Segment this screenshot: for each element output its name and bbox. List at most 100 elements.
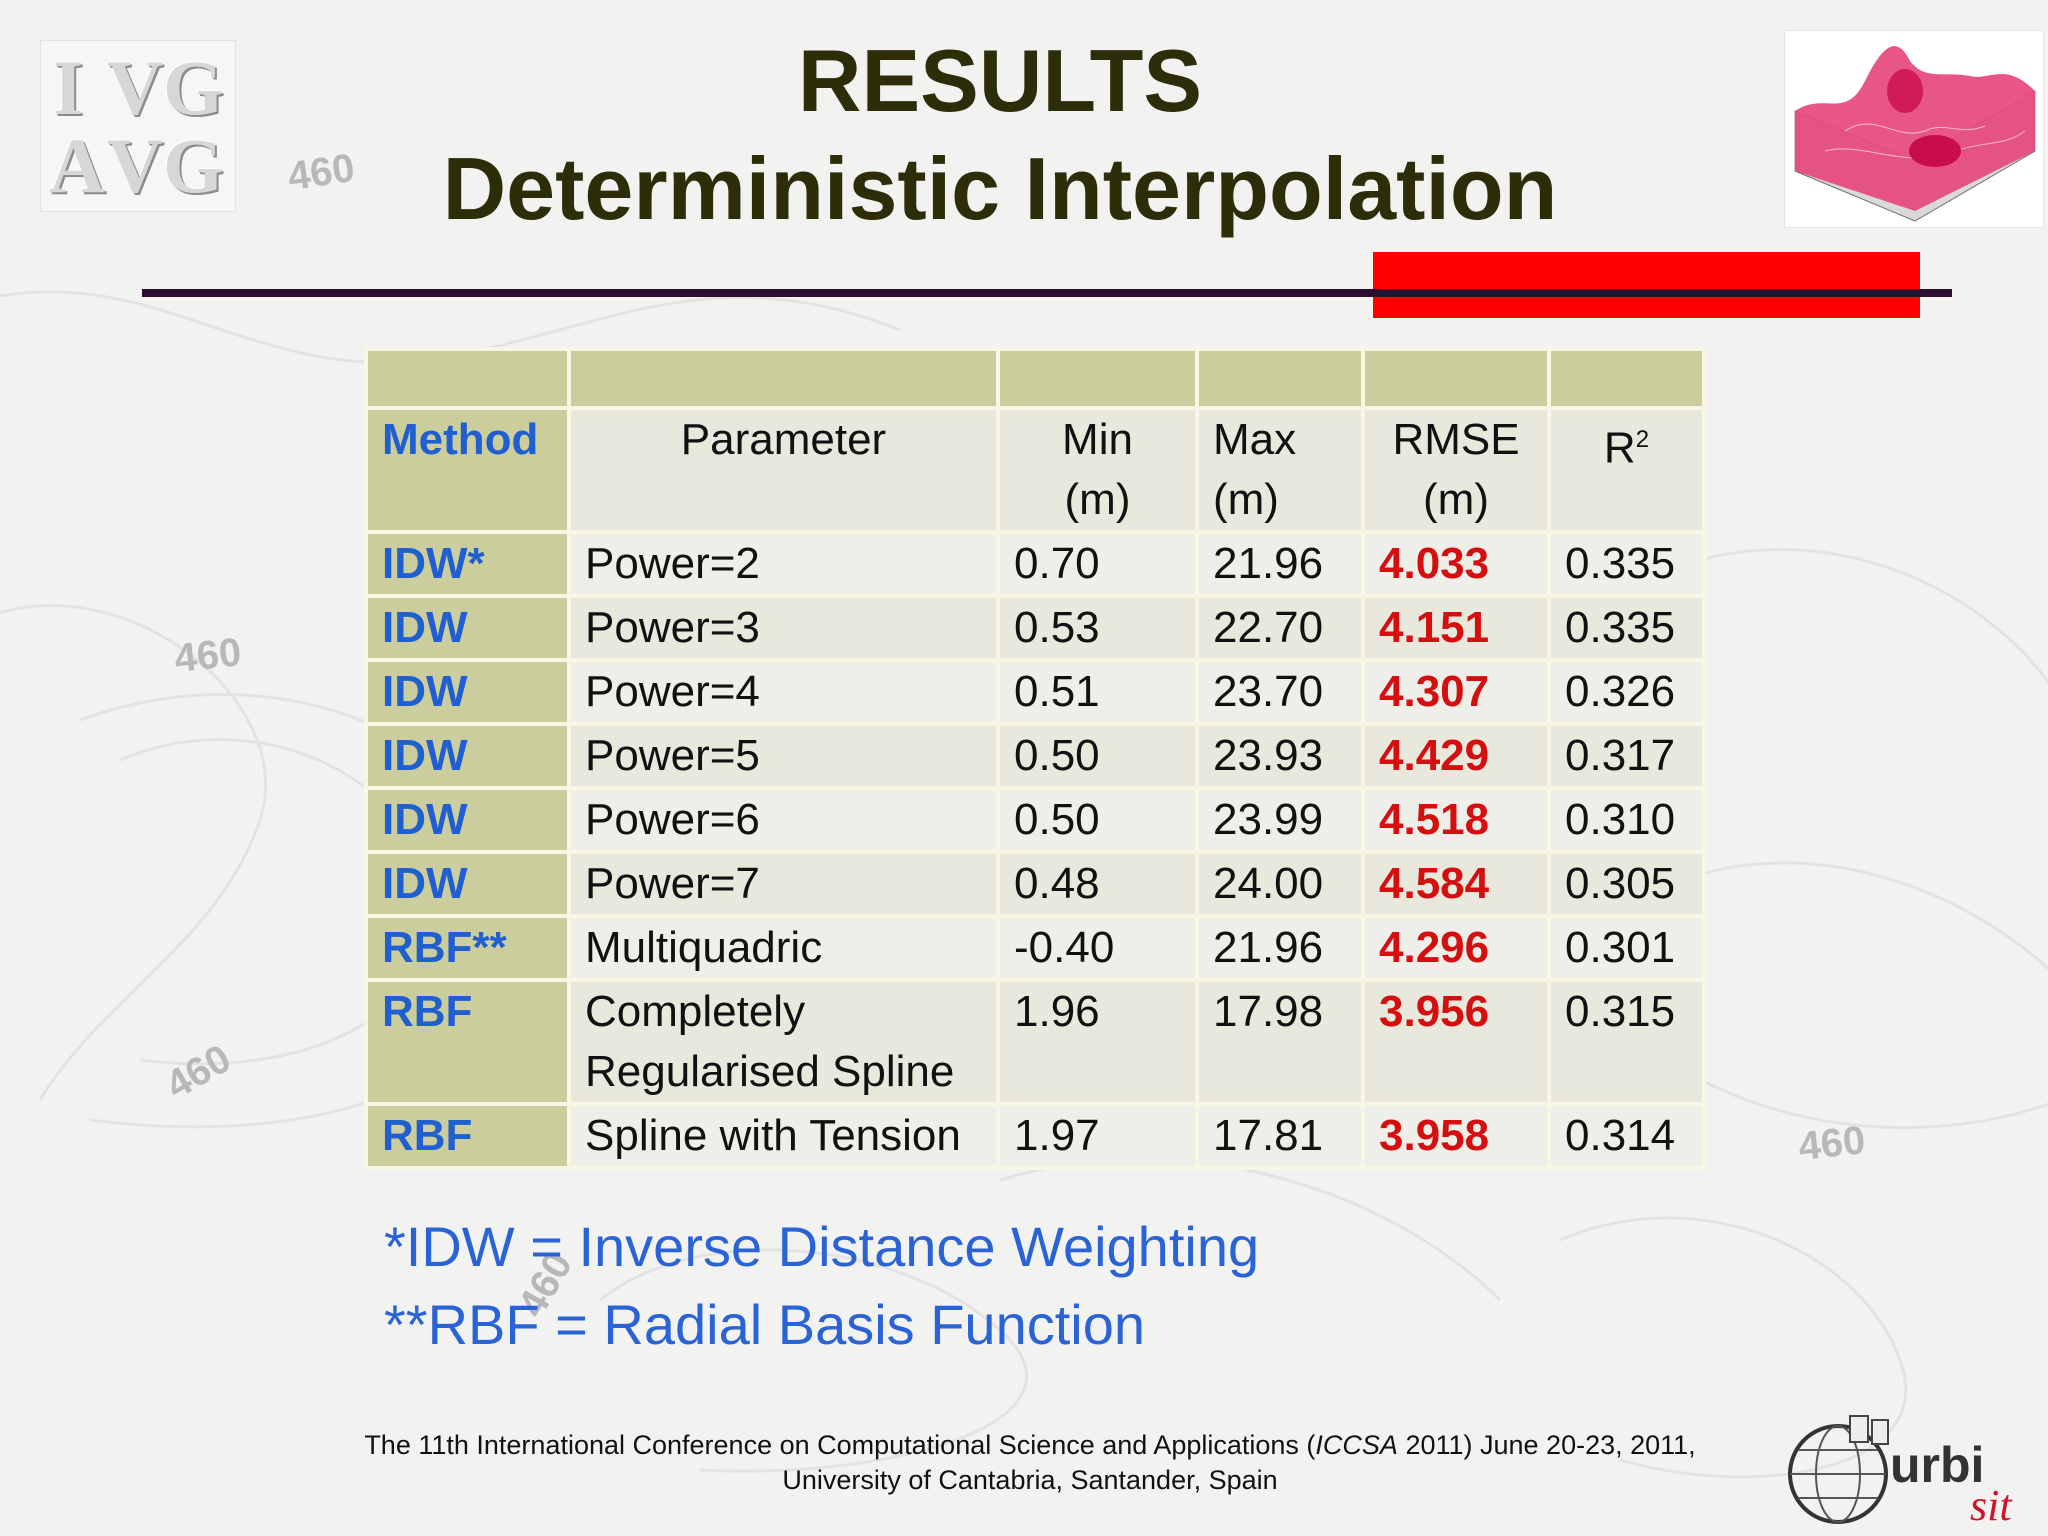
- cell-method: RBF**: [364, 914, 571, 982]
- 3d-surface-plot-icon: [1784, 30, 2044, 228]
- header-max-label: Max: [1213, 415, 1297, 464]
- cell-method: IDW: [364, 658, 571, 726]
- table-row: IDW Power=4 0.51 23.70 4.307 0.326: [364, 658, 1706, 726]
- cell-min: 0.50: [996, 722, 1199, 790]
- cell-r2: 0.326: [1547, 658, 1706, 726]
- cell-method: IDW: [364, 594, 571, 662]
- cell-r2: 0.335: [1547, 594, 1706, 662]
- svg-text:urbi: urbi: [1890, 1437, 1984, 1493]
- cell-min: 0.70: [996, 530, 1199, 598]
- header-min-label: Min: [1062, 415, 1133, 464]
- cell-r2: 0.317: [1547, 722, 1706, 790]
- header-max: Max (m): [1195, 406, 1365, 534]
- cell-min: 0.53: [996, 594, 1199, 662]
- header-r2-base: R: [1603, 423, 1636, 473]
- cell-rmse: 4.518: [1361, 786, 1551, 854]
- table-header-row: Method Parameter Min (m) Max (m) RMSE (m…: [364, 406, 1706, 534]
- cell-max: 23.99: [1195, 786, 1365, 854]
- cell-r2: 0.335: [1547, 530, 1706, 598]
- header-parameter: Parameter: [567, 406, 1000, 534]
- cell-parameter-line: Regularised Spline: [585, 1047, 955, 1096]
- cell-r2: 0.315: [1547, 978, 1706, 1106]
- table-blank-header-row: [364, 347, 1706, 410]
- globe-icon: urbi sit: [1788, 1415, 2013, 1530]
- header-min: Min (m): [996, 406, 1199, 534]
- logo-letter: G: [163, 44, 224, 131]
- footer-line-1: The 11th International Conference on Com…: [300, 1428, 1760, 1463]
- cell-method: IDW: [364, 850, 571, 918]
- table-row: RBF** Multiquadric -0.40 21.96 4.296 0.3…: [364, 914, 1706, 982]
- cell-max: 23.70: [1195, 658, 1365, 726]
- cell-parameter: Power=4: [567, 658, 1000, 726]
- cell-min: 0.50: [996, 786, 1199, 854]
- header-rmse-label: RMSE: [1392, 415, 1520, 464]
- ivag-logo: I V G A V G: [40, 40, 236, 212]
- cell-rmse: 4.307: [1361, 658, 1551, 726]
- note-rbf: **RBF = Radial Basis Function: [384, 1293, 1146, 1356]
- cell-max: 22.70: [1195, 594, 1365, 662]
- cell-rmse: 4.151: [1361, 594, 1551, 662]
- cell-min: 1.96: [996, 978, 1199, 1106]
- cell-parameter: Spline with Tension: [567, 1102, 1000, 1170]
- table-row: IDW Power=6 0.50 23.99 4.518 0.310: [364, 786, 1706, 854]
- cell-min: 0.48: [996, 850, 1199, 918]
- logo-letter: V: [107, 122, 164, 209]
- cell-method: RBF: [364, 978, 571, 1106]
- logo-letter: V: [107, 44, 164, 131]
- cell-min: 1.97: [996, 1102, 1199, 1170]
- header-rmse-unit: (m): [1423, 475, 1489, 524]
- table-row: IDW* Power=2 0.70 21.96 4.033 0.335: [364, 530, 1706, 598]
- cell-parameter: Multiquadric: [567, 914, 1000, 982]
- table-row: RBF Spline with Tension 1.97 17.81 3.958…: [364, 1102, 1706, 1170]
- header-r2: R2: [1547, 406, 1706, 534]
- cell-min: 0.51: [996, 658, 1199, 726]
- cell-r2: 0.305: [1547, 850, 1706, 918]
- table-row: RBF Completely Regularised Spline 1.96 1…: [364, 978, 1706, 1106]
- contour-label: 460: [159, 1036, 239, 1107]
- contour-label: 460: [285, 146, 357, 199]
- cell-max: 24.00: [1195, 850, 1365, 918]
- table-row: IDW Power=7 0.48 24.00 4.584 0.305: [364, 850, 1706, 918]
- cell-method: RBF: [364, 1102, 571, 1170]
- cell-parameter: Power=5: [567, 722, 1000, 790]
- header-r2-sup: 2: [1635, 426, 1650, 453]
- cell-max: 23.93: [1195, 722, 1365, 790]
- header-min-unit: (m): [1064, 475, 1131, 524]
- header-rmse: RMSE (m): [1361, 406, 1551, 534]
- table-row: IDW Power=5 0.50 23.93 4.429 0.317: [364, 722, 1706, 790]
- footer-line-2: University of Cantabria, Santander, Spai…: [782, 1465, 1278, 1495]
- cell-max: 17.98: [1195, 978, 1365, 1106]
- results-table: Method Parameter Min (m) Max (m) RMSE (m…: [364, 347, 1706, 1170]
- abbreviation-notes: *IDW = Inverse Distance Weighting **RBF …: [384, 1208, 1259, 1364]
- note-idw: *IDW = Inverse Distance Weighting: [384, 1215, 1260, 1278]
- urbisit-logo: urbi sit: [1780, 1410, 2040, 1530]
- accent-bar: [1373, 252, 1920, 318]
- slide-title: RESULTS: [797, 31, 1203, 130]
- cell-rmse: 3.958: [1361, 1102, 1551, 1170]
- cell-method: IDW: [364, 722, 571, 790]
- cell-max: 21.96: [1195, 914, 1365, 982]
- cell-parameter: Power=7: [567, 850, 1000, 918]
- cell-rmse: 4.429: [1361, 722, 1551, 790]
- cell-method: IDW*: [364, 530, 571, 598]
- header-max-unit: (m): [1213, 475, 1279, 524]
- slide-subtitle: Deterministic Interpolation: [442, 139, 1558, 238]
- logo-letter: I: [53, 44, 84, 131]
- logo-letter: A: [49, 122, 106, 209]
- cell-r2: 0.314: [1547, 1102, 1706, 1170]
- table-row: IDW Power=3 0.53 22.70 4.151 0.335: [364, 594, 1706, 662]
- divider-line: [142, 289, 1952, 297]
- logo-letter: G: [163, 122, 224, 209]
- svg-text:sit: sit: [1970, 1481, 2013, 1530]
- cell-rmse: 4.584: [1361, 850, 1551, 918]
- cell-max: 21.96: [1195, 530, 1365, 598]
- cell-parameter: Completely Regularised Spline: [567, 978, 1000, 1106]
- footer-line-1-em: ICCSA: [1315, 1430, 1398, 1460]
- cell-parameter: Power=2: [567, 530, 1000, 598]
- cell-r2: 0.301: [1547, 914, 1706, 982]
- cell-parameter: Power=6: [567, 786, 1000, 854]
- footer-line-1-pre: The 11th International Conference on Com…: [364, 1430, 1316, 1460]
- cell-min: -0.40: [996, 914, 1199, 982]
- contour-label: 460: [1796, 1118, 1867, 1169]
- cell-rmse: 4.033: [1361, 530, 1551, 598]
